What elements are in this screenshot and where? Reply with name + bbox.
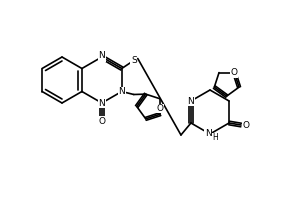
Text: N: N: [98, 52, 105, 62]
Text: N: N: [118, 87, 125, 96]
Text: H: H: [212, 134, 218, 142]
Text: N: N: [188, 97, 194, 106]
Text: N: N: [98, 98, 105, 108]
Text: N: N: [205, 130, 212, 138]
Text: O: O: [98, 116, 105, 126]
Text: O: O: [157, 104, 164, 113]
Text: N: N: [98, 51, 105, 60]
Text: S: S: [131, 56, 137, 65]
Text: O: O: [243, 120, 250, 130]
Text: O: O: [231, 68, 238, 77]
